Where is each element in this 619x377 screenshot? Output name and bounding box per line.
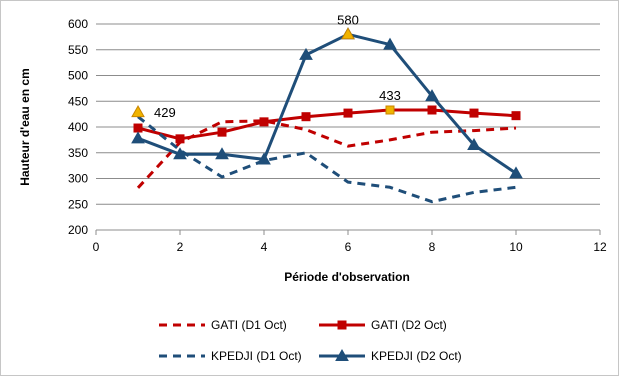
y-tick-label: 550 [68,43,88,57]
annotation-label: 580 [337,12,359,27]
y-axis-title: Hauteur d'eau en cm [18,68,32,186]
series-line-gati-d1-oct [136,119,517,189]
series-line-gati-d2-oct [137,108,517,141]
point-gati-d2-oct [511,111,521,121]
point-gati-d2-oct [175,134,185,144]
x-tick-label: 6 [345,240,352,254]
annotation-label: 429 [154,105,176,120]
point-gati-d2-oct [427,105,437,115]
y-tick-label: 200 [68,223,88,237]
x-tick-label: 2 [177,240,184,254]
point-kpedji-d2-oct [467,138,481,151]
y-tick-label: 300 [68,172,88,186]
annotation-label: 433 [379,88,401,103]
point-gati-d2-oct [217,127,227,137]
point-gati-d2-oct [259,117,269,127]
point-gati-d2-oct [469,108,479,118]
annotation-marker [385,105,395,115]
point-kpedji-d2-oct [509,166,523,179]
axes: 200 250 300 350 400 450 500 550 600 0 2 4 6 8 10 12 [68,17,607,254]
point-gati-d2-oct [343,108,353,118]
x-axis-title: Période d'observation [284,270,410,284]
legend-marker-kpedji-d2-oct [335,348,349,361]
y-tick-label: 250 [68,197,88,211]
x-tick-label: 10 [509,240,523,254]
point-kpedji-d2-oct [257,152,271,165]
y-tick-label: 600 [68,17,88,31]
point-kpedji-d2-oct [173,147,187,160]
y-tick-label: 400 [68,120,88,134]
legend-marker-gati-d2-oct [337,320,347,330]
point-kpedji-d2-oct [131,131,145,144]
series-line-kpedji-d1-oct [137,115,517,204]
legend-label-kpedji-d1-oct: KPEDJI (D1 Oct) [211,349,302,363]
annotations: 429 580 433 [131,12,401,120]
x-tick-label: 8 [429,240,436,254]
x-tick-label: 12 [593,240,607,254]
series-line-kpedji-d2-oct [137,32,517,175]
x-tick-label: 4 [261,240,268,254]
x-tick-label: 0 [93,240,100,254]
y-tick-label: 500 [68,69,88,83]
point-kpedji-d2-oct [215,147,229,160]
annotation-marker [131,105,145,118]
legend-label-gati-d1-oct: GATI (D1 Oct) [211,318,287,332]
legend-label-gati-d2-oct: GATI (D2 Oct) [371,318,447,332]
y-tick-label: 450 [68,94,88,108]
annotation-marker [341,27,355,40]
point-gati-d2-oct [133,123,143,133]
point-kpedji-d2-oct [425,89,439,102]
point-gati-d2-oct [301,112,311,122]
series-lines [131,27,523,204]
point-kpedji-d2-oct [383,37,397,50]
point-kpedji-d2-oct [299,47,313,60]
legend-label-kpedji-d2-oct: KPEDJI (D2 Oct) [371,349,462,363]
y-tick-label: 350 [68,146,88,160]
legend: GATI (D1 Oct) GATI (D2 Oct) KPEDJI (D1 Oct… [159,318,462,363]
grid-lines [96,23,600,231]
